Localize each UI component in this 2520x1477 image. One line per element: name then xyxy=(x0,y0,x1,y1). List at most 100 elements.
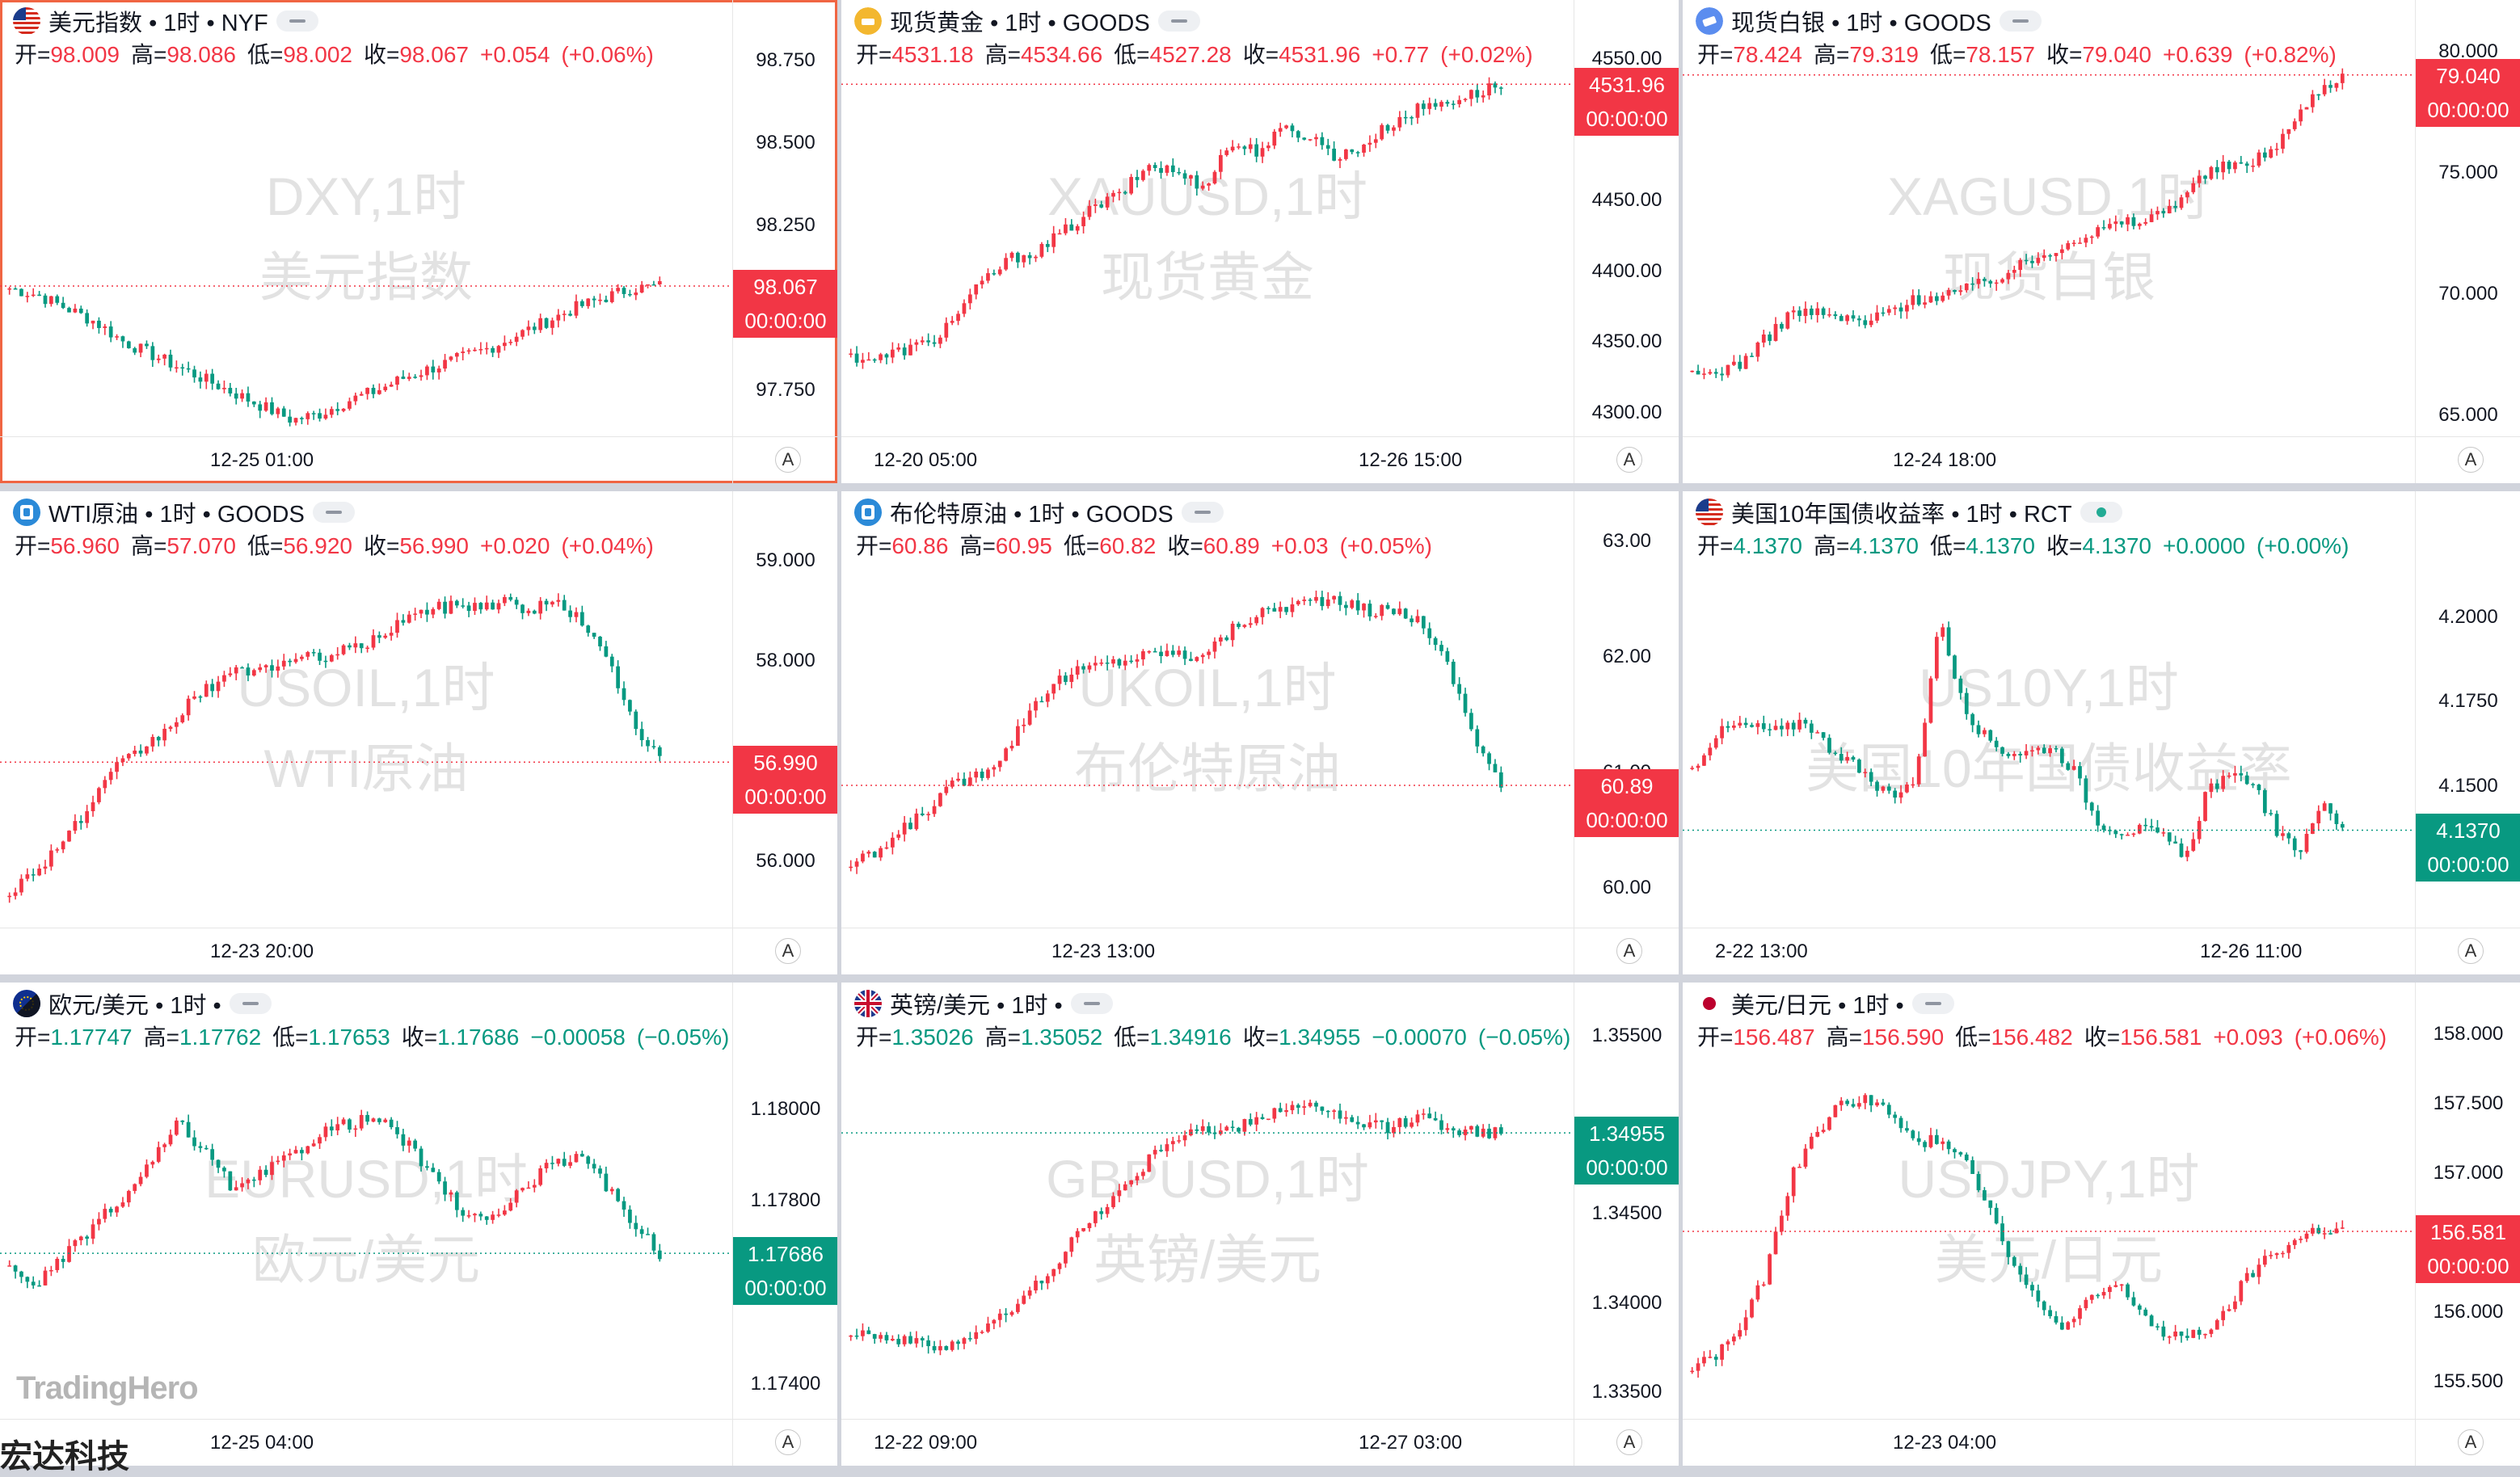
candle xyxy=(2179,194,2184,210)
collapse-legend-button[interactable] xyxy=(312,502,355,523)
auto-scale-button[interactable]: A xyxy=(2458,938,2484,964)
time-axis[interactable]: 12-25 01:00 xyxy=(0,436,732,483)
candlestick-plot[interactable] xyxy=(841,983,1574,1419)
legend-title-row[interactable]: 现货白银 • 1时 • GOODS xyxy=(1696,5,2042,37)
low-value: 1.34916 xyxy=(1149,1025,1232,1050)
legend-title-row[interactable]: 欧元/美元 • 1时 • xyxy=(13,987,272,1020)
price-axis[interactable]: 1.180001.178001.176001.174001.1768600:00… xyxy=(732,983,837,1419)
chart-panel[interactable]: DXY,1时 美元指数 美元指数 • 1时 • NYF 开=98.009 高=98.08… xyxy=(0,0,837,483)
candle xyxy=(1958,1151,1963,1157)
auto-scale-button[interactable]: A xyxy=(775,938,801,964)
candle xyxy=(335,402,340,415)
legend-title-row[interactable]: 布伦特原油 • 1时 • GOODS xyxy=(854,496,1224,528)
change-value: −0.00070 xyxy=(1372,1025,1467,1050)
collapse-legend-button[interactable] xyxy=(1157,11,1200,32)
candlestick-plot[interactable] xyxy=(1683,491,2415,928)
collapse-legend-button[interactable] xyxy=(1911,993,1954,1014)
candlestick-plot[interactable] xyxy=(1683,0,2415,436)
chart-panel[interactable]: UKOIL,1时 布伦特原油 布伦特原油 • 1时 • GOODS 开=60.86 高=… xyxy=(841,491,1679,974)
collapse-legend-button[interactable] xyxy=(229,993,272,1014)
candle xyxy=(341,1117,346,1126)
auto-scale-button[interactable]: A xyxy=(1616,938,1642,964)
price-axis[interactable]: 1.355001.350001.345001.340001.335001.349… xyxy=(1574,983,1679,1419)
candle xyxy=(1815,301,1820,323)
candle xyxy=(365,387,369,400)
candlestick-plot[interactable] xyxy=(0,491,732,928)
collapse-legend-button[interactable] xyxy=(276,11,318,32)
legend-title-row[interactable]: 美元指数 • 1时 • NYF xyxy=(13,5,318,37)
x-tick-label: 12-26 15:00 xyxy=(1359,449,1463,471)
candle xyxy=(1994,737,1999,751)
price-axis[interactable]: 80.000 75.000 70.000 65.000 79.040 00:00:00 xyxy=(2415,0,2520,436)
candle xyxy=(2018,751,2023,763)
collapse-legend-button[interactable] xyxy=(1999,11,2042,32)
time-axis[interactable]: 12-22 09:00 12-27 03:00 xyxy=(841,1419,1574,1466)
time-axis[interactable]: 12-23 13:00 xyxy=(841,928,1574,974)
legend-title-row[interactable]: 美国10年国债收益率 • 1时 • RCT xyxy=(1696,496,2122,528)
candle xyxy=(1237,621,1241,629)
market-status-indicator[interactable] xyxy=(2080,502,2122,523)
y-tick-label: 156.000 xyxy=(2433,1301,2504,1323)
candle xyxy=(1123,654,1127,671)
candlestick-plot[interactable] xyxy=(841,491,1574,928)
candle xyxy=(478,1211,483,1221)
candle xyxy=(1397,111,1402,132)
collapse-legend-button[interactable] xyxy=(1070,993,1113,1014)
legend-title-row[interactable]: 英镑/美元 • 1时 • xyxy=(854,987,1113,1020)
auto-scale-button[interactable]: A xyxy=(775,1429,801,1455)
chart-panel[interactable]: USOIL,1时 WTI原油 WTI原油 • 1时 • GOODS 开=56.960 高… xyxy=(0,491,837,974)
candle xyxy=(592,1159,596,1174)
high-value: 1.17762 xyxy=(179,1025,262,1050)
candle xyxy=(1702,368,1706,380)
auto-scale-button[interactable]: A xyxy=(1616,1429,1642,1455)
candlestick-plot[interactable] xyxy=(1683,983,2415,1419)
time-axis[interactable]: 2-22 13:00 12-26 11:00 xyxy=(1683,928,2415,974)
change-value: +0.093 xyxy=(2213,1025,2283,1050)
candle xyxy=(1165,1138,1169,1157)
chart-panel[interactable]: EURUSD,1时 欧元/美元 欧元/美元 • 1时 • 开=1.17747 高=1.1… xyxy=(0,983,837,1466)
candle xyxy=(85,805,90,828)
chart-panel[interactable]: USDJPY,1时 美元/日元 美元/日元 • 1时 • 开=156.487 高=156… xyxy=(1683,983,2520,1466)
legend-title-row[interactable]: 现货黄金 • 1时 • GOODS xyxy=(854,5,1200,37)
candle xyxy=(1738,716,1743,729)
candle xyxy=(1791,1166,1796,1203)
price-axis[interactable]: 98.750 98.500 98.250 97.750 98.067 00:00:00 xyxy=(732,0,837,436)
time-axis[interactable]: 12-25 04:00 xyxy=(0,1419,732,1466)
candlestick-plot[interactable] xyxy=(0,983,732,1419)
candlestick-plot[interactable] xyxy=(0,0,732,436)
time-axis[interactable]: 12-20 05:00 12-26 15:00 xyxy=(841,436,1574,483)
collapse-legend-button[interactable] xyxy=(1181,502,1224,523)
auto-scale-button[interactable]: A xyxy=(2458,1429,2484,1455)
time-axis[interactable]: 12-23 20:00 xyxy=(0,928,732,974)
candle xyxy=(2179,1331,2184,1343)
low-value: 4527.28 xyxy=(1149,42,1232,67)
time-axis[interactable]: 12-23 04:00 xyxy=(1683,1419,2415,1466)
price-axis[interactable]: 59.000 58.000 56.000 56.990 00:00:00 xyxy=(732,491,837,928)
price-axis[interactable]: 158.000 157.500 157.000 156.000 155.500 156.5… xyxy=(2415,983,2520,1419)
candle xyxy=(2191,177,2196,195)
y-tick-label: 62.00 xyxy=(1602,646,1652,668)
candle xyxy=(2304,107,2309,110)
chart-panel[interactable]: GBPUSD,1时 英镑/美元 英镑/美元 • 1时 • 开=1.35026 高=1.3… xyxy=(841,983,1679,1466)
time-axis[interactable]: 12-24 18:00 xyxy=(1683,436,2415,483)
legend-title-row[interactable]: 美元/日元 • 1时 • xyxy=(1696,987,1954,1020)
auto-scale-button[interactable]: A xyxy=(775,447,801,473)
bar-countdown: 00:00:00 xyxy=(2427,97,2509,122)
candle xyxy=(1851,309,1856,322)
chart-panel[interactable]: US10Y,1时 美国10年国债收益率 美国10年国债收益率 • 1时 • RCT 开… xyxy=(1683,491,2520,974)
y-tick-label: 4.2000 xyxy=(2438,605,2498,628)
candle xyxy=(1069,1236,1074,1257)
chart-panel[interactable]: XAUUSD,1时 现货黄金 现货黄金 • 1时 • GOODS 开=4531.18 高… xyxy=(841,0,1679,483)
legend-title-row[interactable]: WTI原油 • 1时 • GOODS xyxy=(13,496,355,528)
candle xyxy=(49,844,53,871)
last-price-value: 60.89 xyxy=(1600,774,1654,799)
auto-scale-button[interactable]: A xyxy=(2458,447,2484,473)
y-tick-label: 75.000 xyxy=(2438,162,2498,183)
candle xyxy=(1111,1192,1115,1210)
auto-scale-button[interactable]: A xyxy=(1616,447,1642,473)
price-axis[interactable]: 4550.004500.004450.004400.004350.004300.… xyxy=(1574,0,1679,436)
chart-panel[interactable]: XAGUSD,1时 现货白银 现货白银 • 1时 • GOODS 开=78.424 高=… xyxy=(1683,0,2520,483)
candlestick-plot[interactable] xyxy=(841,0,1574,436)
